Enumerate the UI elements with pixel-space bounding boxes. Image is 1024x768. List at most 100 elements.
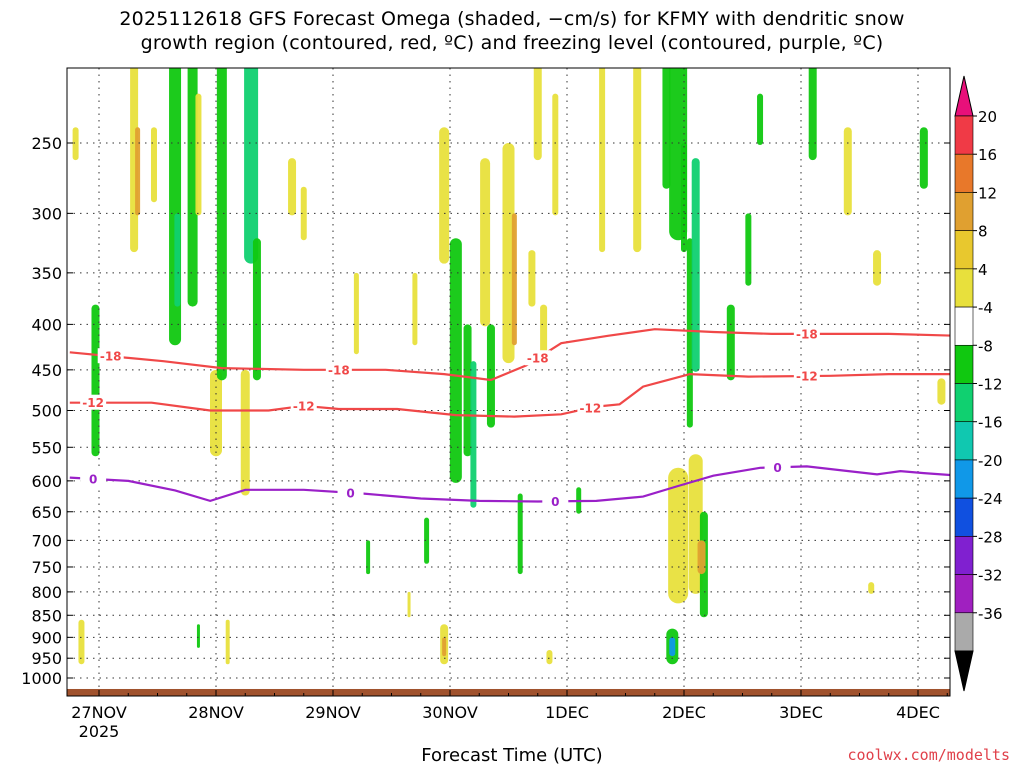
y-axis: 250 300 350 400 450 500 550 600 650 700 750 800 850 9… (21, 134, 950, 688)
omega-cell (470, 361, 477, 508)
x-tick-label: 3DEC (779, 703, 823, 722)
omega-cell (135, 127, 141, 216)
omega-cell (480, 158, 491, 327)
contour-freezing-0 (69, 465, 950, 503)
omega-cell (873, 250, 882, 286)
omega-cell (668, 467, 689, 604)
omega-cell (808, 68, 817, 161)
contour-label: -18 (100, 350, 122, 364)
contour-label-bg (793, 325, 820, 341)
omega-cell (187, 68, 198, 307)
contour-label: -12 (796, 370, 818, 384)
omega-cell (757, 93, 764, 145)
colorbar-label: -36 (978, 605, 1003, 623)
contour-label: -12 (293, 399, 315, 413)
y-tick-label: 800 (31, 583, 62, 602)
omega-cell (919, 127, 928, 189)
omega-cell (407, 591, 411, 618)
y-tick-label: 550 (31, 438, 62, 457)
y-tick-label: 500 (31, 402, 62, 421)
omega-cell (240, 369, 250, 496)
contour-label: 0 (346, 486, 354, 500)
x-tick-label: 28NOV (188, 703, 244, 722)
y-tick-label: 900 (31, 628, 62, 647)
omega-cell (868, 582, 875, 594)
colorbar-swatch (954, 383, 974, 423)
omega-cell (442, 637, 447, 657)
colorbar-label: -32 (978, 567, 1003, 585)
colorbar-swatch (954, 115, 974, 155)
omega-cell (244, 68, 259, 264)
omega-cell (300, 186, 307, 241)
omega-cell (937, 378, 946, 405)
colorbar-swatch (954, 153, 974, 193)
ground-strip (67, 688, 950, 696)
y-tick-label: 650 (31, 503, 62, 522)
omega-cell (449, 238, 462, 483)
contour-label-bg (577, 399, 604, 415)
omega-cell (697, 540, 706, 575)
omega-cell (686, 238, 693, 428)
colorbar-label: -12 (978, 376, 1003, 394)
colorbar-swatch (954, 459, 974, 499)
colorbar-swatch (954, 574, 974, 614)
omega-cell (288, 158, 297, 216)
omega-cell (439, 127, 450, 264)
credit-text[interactable]: coolwx.com/modelts (847, 746, 1010, 764)
contour-label-bg (524, 350, 551, 366)
colorbar-bottom-arrow (954, 650, 974, 692)
colorbar-swatch (954, 612, 974, 652)
x-tick-label: 29NOV (305, 703, 361, 722)
omega-cell (424, 517, 430, 564)
colorbar-label: -20 (978, 452, 1003, 470)
colorbar-label: -4 (978, 299, 993, 317)
y-tick-label: 700 (31, 531, 62, 550)
omega-cell (353, 272, 359, 355)
chart-title-line1: 2025112618 GFS Forecast Omega (shaded, −… (119, 8, 905, 30)
colorbar: 20 16 12 8 4 -4 -8 -12 -16 -20 -24 -28 -32 -36 (954, 75, 1003, 692)
grid-lines (67, 68, 950, 696)
omega-cell (546, 649, 553, 665)
omega-cell (91, 304, 100, 457)
omega-cell (174, 213, 181, 307)
colorbar-label: -28 (978, 528, 1003, 546)
omega-cell (691, 158, 700, 372)
omega-cell (225, 619, 230, 665)
omega-cell (252, 238, 261, 381)
omega-cell (412, 272, 418, 346)
y-tick-label: 400 (31, 315, 62, 334)
y-tick-label: 250 (31, 134, 62, 153)
contour-dgz-minus-12 (69, 372, 950, 418)
omega-cell (528, 250, 536, 307)
temperature-contours: -18 -18 -18 -18 -12 -12 -12 -12 0 0 0 0 (69, 325, 950, 509)
omega-cell (195, 93, 202, 216)
colorbar-swatch (954, 230, 974, 270)
chart-title-line2: growth region (contoured, red, ºC) and f… (140, 32, 884, 54)
x-tick-sublabel: 2025 (79, 722, 120, 741)
y-tick-label: 350 (31, 264, 62, 283)
x-tick-label: 2DEC (662, 703, 706, 722)
omega-cell (78, 619, 85, 665)
contour-label: -18 (796, 327, 818, 341)
omega-cell (150, 127, 157, 203)
omega-cell (196, 624, 200, 648)
omega-cell (533, 68, 542, 161)
omega-cell (552, 93, 559, 216)
x-axis-title: Forecast Time (UTC) (421, 745, 603, 766)
colorbar-swatch (954, 344, 974, 384)
omega-cell (486, 324, 495, 428)
omega-cell (517, 493, 523, 575)
x-tick-label: 4DEC (896, 703, 940, 722)
omega-cell (681, 143, 687, 253)
contour-label-bg (793, 368, 820, 384)
y-tick-label: 950 (31, 649, 62, 668)
omega-cell (366, 540, 371, 575)
y-tick-label: 300 (31, 204, 62, 223)
contour-label-bg (290, 397, 317, 413)
contour-label: -18 (328, 363, 350, 377)
omega-cell (72, 127, 79, 161)
colorbar-label: 12 (978, 184, 997, 202)
omega-cell (216, 68, 227, 381)
y-tick-label: 1000 (21, 669, 62, 688)
y-tick-label: 450 (31, 361, 62, 380)
